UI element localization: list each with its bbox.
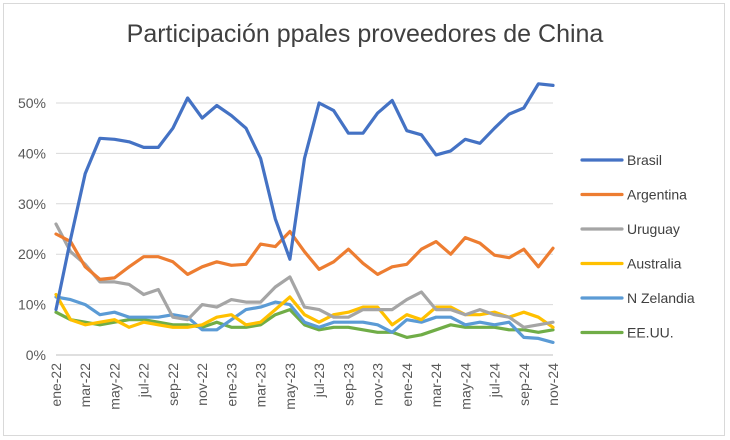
x-tick-label: ene-23 <box>223 363 239 407</box>
series-line-uruguay <box>54 222 555 329</box>
x-tick-label: nov-22 <box>194 363 210 406</box>
y-tick-label: 0% <box>26 347 46 363</box>
x-tick-label: ene-22 <box>48 363 64 407</box>
x-tick-label: nov-24 <box>545 363 561 406</box>
series-line-ee-uu <box>54 308 555 339</box>
y-tick-label: 40% <box>18 145 46 161</box>
y-tick-label: 30% <box>18 196 46 212</box>
chart-frame <box>3 3 725 436</box>
x-tick-label: jul-23 <box>311 363 327 398</box>
series-line-australia <box>54 292 555 329</box>
series-lines <box>54 82 555 344</box>
y-tick-label: 20% <box>18 246 46 262</box>
legend-label-n-zelandia: N Zelandia <box>627 290 695 306</box>
x-tick-label: jul-22 <box>136 363 152 398</box>
x-tick-label: nov-23 <box>370 363 386 406</box>
x-tick-label: sep-23 <box>340 363 356 406</box>
series-line-brasil <box>54 82 555 312</box>
gridlines <box>56 102 553 306</box>
x-tick-label: mar-22 <box>77 363 93 408</box>
legend: Brasil Argentina Uruguay Australia N Zelandi… <box>580 152 695 341</box>
legend-label-uruguay: Uruguay <box>627 221 680 237</box>
x-tick-label: sep-22 <box>165 363 181 406</box>
y-tick-label: 50% <box>18 95 46 111</box>
x-tick-label: may-23 <box>282 363 298 410</box>
x-tick-label: ene-24 <box>399 363 415 407</box>
x-tick-label: jul-24 <box>487 363 503 398</box>
x-tick-label: sep-24 <box>516 363 532 406</box>
legend-label-brasil: Brasil <box>627 152 662 168</box>
x-tick-label: may-24 <box>457 363 473 410</box>
series-line-argentina <box>54 229 555 281</box>
axes: 0% 10% 20% 30% 40% 50% ene-22 mar-22 may-22 jul-2… <box>18 95 561 410</box>
x-tick-label: may-22 <box>106 363 122 410</box>
series-line-n-zelandia <box>54 295 555 344</box>
legend-label-ee-uu: EE.UU. <box>627 325 674 341</box>
x-tick-label: mar-24 <box>428 363 444 408</box>
y-tick-label: 10% <box>18 297 46 313</box>
chart-title: Participación ppales proveedores de Chin… <box>126 20 604 48</box>
x-tick-label: mar-23 <box>253 363 269 408</box>
legend-label-australia: Australia <box>627 256 682 272</box>
legend-label-argentina: Argentina <box>627 187 687 203</box>
